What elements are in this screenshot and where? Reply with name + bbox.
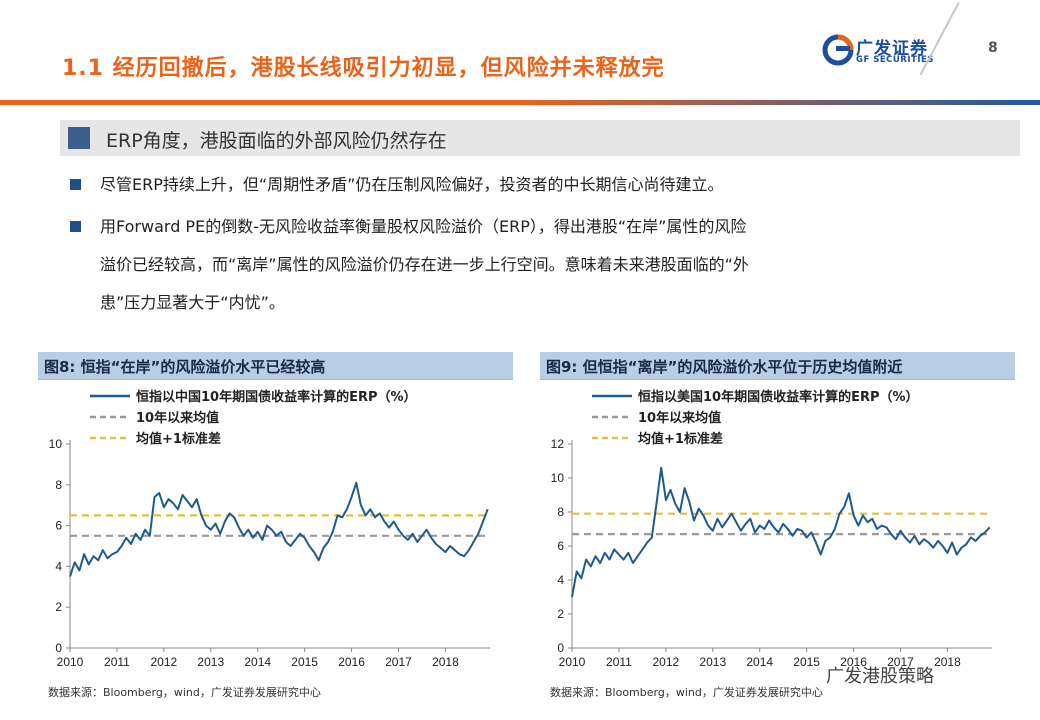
bullet-square-icon xyxy=(70,221,81,232)
x-tick-label: 2010 xyxy=(559,655,586,669)
figure-caption-bar: 图9: 但恒指“离岸”的风险溢价水平位于历史均值附近 xyxy=(540,352,1015,380)
figure-caption-bar: 图8: 恒指“在岸”的风险溢价水平已经较高 xyxy=(38,352,513,380)
slide-title: 1.1 经历回撤后，港股长线吸引力初显，但风险并未释放完 xyxy=(62,56,665,81)
x-tick-label: 2013 xyxy=(699,655,726,669)
gf-securities-logo: 广发证券 GF SECURITIES xyxy=(822,34,942,68)
section-heading-text: ERP角度，港股面临的外部风险仍然存在 xyxy=(106,130,447,152)
x-tick-label: 2014 xyxy=(244,655,271,669)
x-tick-label: 2014 xyxy=(746,655,773,669)
figure-caption: 图8: 恒指“在岸”的风险溢价水平已经较高 xyxy=(44,358,326,376)
bullet-line: 溢价已经较高，而“离岸”属性的风险溢价仍存在进一步上行空间。意味着未来港股面临的… xyxy=(100,255,749,274)
x-tick-label: 2012 xyxy=(151,655,178,669)
bullet-square-icon xyxy=(70,179,81,190)
logo-text-cn: 广发证券 xyxy=(856,39,928,59)
legend-label: 10年以来均值 xyxy=(638,410,721,426)
x-tick-label: 2017 xyxy=(385,655,412,669)
x-tick-label: 2010 xyxy=(57,655,84,669)
y-tick-label: 6 xyxy=(55,519,62,533)
bullet-line: 患”压力显著大于“内忧”。 xyxy=(100,293,285,312)
bullet-item: 尽管ERP持续上升，但“周期性矛盾”仍在压制风险偏好，投资者的中长期信心尚待建立… xyxy=(70,166,1010,204)
section-heading: ERP角度，港股面临的外部风险仍然存在 xyxy=(60,120,1020,156)
bullet-item: 用Forward PE的倒数-无风险收益率衡量股权风险溢价（ERP），得出港股“… xyxy=(70,208,1010,322)
x-tick-label: 2017 xyxy=(887,655,914,669)
x-tick-label: 2013 xyxy=(197,655,224,669)
figure-9-panel: 图9: 但恒指“离岸”的风险溢价水平位于历史均值附近 恒指以美国10年期国债收益… xyxy=(540,352,1015,699)
legend-label: 恒指以美国10年期国债收益率计算的ERP（%） xyxy=(638,389,919,405)
series-line-erp xyxy=(571,466,991,598)
legend-label: 均值+1标准差 xyxy=(638,431,723,447)
x-tick-label: 2016 xyxy=(338,655,365,669)
figure-source: 数据来源：Bloomberg，wind，广发证券发展研究中心 xyxy=(550,686,823,699)
x-tick-label: 2011 xyxy=(606,655,632,669)
y-tick-label: 6 xyxy=(557,539,564,553)
header-rule xyxy=(0,100,1040,105)
y-tick-label: 0 xyxy=(55,641,62,655)
y-tick-label: 2 xyxy=(557,607,564,621)
watermark-text: 广发港股策略 xyxy=(826,666,934,687)
y-tick-label: 10 xyxy=(49,437,63,451)
x-tick-label: 2011 xyxy=(104,655,130,669)
y-tick-label: 0 xyxy=(557,641,564,655)
y-tick-label: 12 xyxy=(551,437,565,451)
legend-label: 恒指以中国10年期国债收益率计算的ERP（%） xyxy=(136,389,417,405)
gf-logo-icon xyxy=(822,34,854,66)
y-tick-label: 2 xyxy=(55,600,62,614)
legend-label: 10年以来均值 xyxy=(136,410,219,426)
bullet-text: 尽管ERP持续上升，但“周期性矛盾”仍在压制风险偏好，投资者的中长期信心尚待建立… xyxy=(100,175,724,194)
x-tick-label: 2015 xyxy=(793,655,820,669)
legend-label: 均值+1标准差 xyxy=(136,431,221,447)
bullet-line: 用Forward PE的倒数-无风险收益率衡量股权风险溢价（ERP），得出港股“… xyxy=(100,217,747,236)
figure-caption: 图9: 但恒指“离岸”的风险溢价水平位于历史均值附近 xyxy=(546,358,903,376)
y-tick-label: 8 xyxy=(557,505,564,519)
y-tick-label: 4 xyxy=(557,573,564,587)
logo-text-en: GF SECURITIES xyxy=(856,55,934,65)
series-line-erp xyxy=(69,481,489,577)
x-tick-label: 2018 xyxy=(934,655,961,669)
x-tick-label: 2016 xyxy=(840,655,867,669)
y-tick-label: 8 xyxy=(55,478,62,492)
y-tick-label: 10 xyxy=(551,471,565,485)
figure-8-panel: 图8: 恒指“在岸”的风险溢价水平已经较高 恒指以中国10年期国债收益率计算的E… xyxy=(38,352,513,699)
x-tick-label: 2012 xyxy=(653,655,680,669)
figure-source: 数据来源：Bloomberg，wind，广发证券发展研究中心 xyxy=(48,686,321,699)
page-number: 8 xyxy=(988,40,998,56)
section-square-icon xyxy=(68,127,90,149)
y-tick-label: 4 xyxy=(55,559,62,573)
bullet-text: 用Forward PE的倒数-无风险收益率衡量股权风险溢价（ERP），得出港股“… xyxy=(100,208,1010,322)
x-tick-label: 2015 xyxy=(291,655,318,669)
x-tick-label: 2018 xyxy=(432,655,459,669)
